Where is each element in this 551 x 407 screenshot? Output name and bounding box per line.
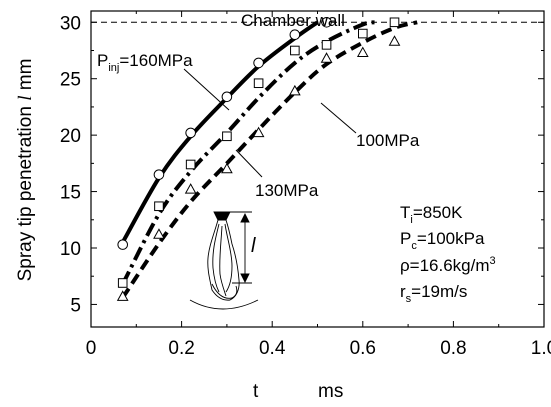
point-160MPa-2: [185, 127, 196, 139]
leader-line-100: [320, 102, 357, 134]
leader-line-160: [183, 68, 230, 111]
point-160MPa-4: [253, 57, 264, 69]
y-tick-label: 25: [60, 70, 81, 91]
x-tick-label: 0.6: [350, 338, 376, 359]
y-tick-label: 10: [60, 239, 81, 260]
y-tick-label: 30: [60, 13, 81, 34]
condition-density: ρ=16.6kg/m3: [400, 255, 496, 275]
y-tick-label: 20: [60, 126, 81, 147]
chamber-wall-label: Chamber wall: [241, 11, 345, 30]
spray-core-right: [224, 223, 233, 293]
spray-sketch-inset: [189, 211, 259, 310]
point-100MPa-0: [116, 290, 129, 301]
inset-length-label: l: [251, 235, 256, 257]
point-100MPa-5: [289, 84, 301, 96]
point-160MPa-0: [117, 239, 129, 250]
x-axis-unit: ms: [318, 381, 343, 402]
point-100MPa-6: [320, 52, 333, 63]
x-axis-ticks: 0 0.2 0.4 0.6 0.8 1.0: [86, 11, 551, 359]
point-130MPa-3: [222, 131, 232, 142]
plot-layer: [91, 16, 544, 301]
y-tick-label: 5: [70, 295, 81, 316]
fit-line-100MPa: [121, 20, 418, 299]
point-130MPa-8: [389, 17, 400, 28]
point-160MPa-1: [153, 169, 165, 180]
series-label-130: 130MPa: [255, 181, 319, 200]
x-tick-label: 0.4: [259, 338, 286, 359]
nozzle-icon: [213, 211, 231, 221]
x-tick-label: 0.8: [440, 338, 466, 359]
y-axis-ticks: 5 10 15 20 25 30: [60, 13, 544, 316]
condition-pressure: Pc=100kPa: [400, 229, 485, 252]
y-tick-label: 15: [60, 183, 81, 204]
spray-plume-outline: [207, 219, 240, 301]
point-130MPa-2: [185, 159, 196, 170]
point-100MPa-4: [252, 126, 265, 138]
leader-line-130: [235, 149, 263, 178]
dimension-arrow-head-top: [240, 212, 250, 223]
chamber-floor-arc: [189, 299, 259, 310]
point-100MPa-3: [221, 162, 233, 174]
conditions-block: Ti=850K Pc=100kPa ρ=16.6kg/m3 rs=19m/s: [400, 203, 496, 305]
point-160MPa-3: [221, 91, 233, 103]
spray-tip-lobe: [211, 283, 238, 299]
point-160MPa-6: [321, 16, 332, 28]
point-100MPa-2: [184, 183, 197, 194]
condition-temperature: Ti=850K: [400, 203, 463, 226]
point-100MPa-8: [388, 35, 401, 46]
x-tick-label: 0.2: [168, 338, 194, 359]
point-160MPa-5: [289, 29, 301, 41]
x-tick-label: 1.0: [531, 338, 551, 359]
point-130MPa-7: [358, 28, 368, 39]
point-130MPa-4: [253, 78, 264, 89]
series-label-160: Pinj=160MPa: [97, 51, 193, 74]
spray-core-middle: [219, 225, 227, 297]
x-axis-title: t: [253, 381, 259, 402]
point-130MPa-5: [290, 45, 300, 56]
point-130MPa-6: [321, 40, 332, 50]
x-tick-label: 0: [86, 338, 97, 359]
y-axis-title: Spray tip penetration l mm: [15, 59, 36, 282]
point-130MPa-1: [154, 201, 164, 212]
fit-line-130MPa: [120, 20, 377, 286]
point-100MPa-1: [153, 228, 165, 239]
condition-swirl: rs=19m/s: [400, 282, 467, 305]
spray-core-left: [212, 223, 220, 293]
point-100MPa-7: [356, 46, 369, 58]
dimension-arrow-head-bottom: [240, 273, 250, 284]
point-130MPa-0: [117, 278, 128, 288]
series-label-100: 100MPa: [356, 131, 420, 150]
